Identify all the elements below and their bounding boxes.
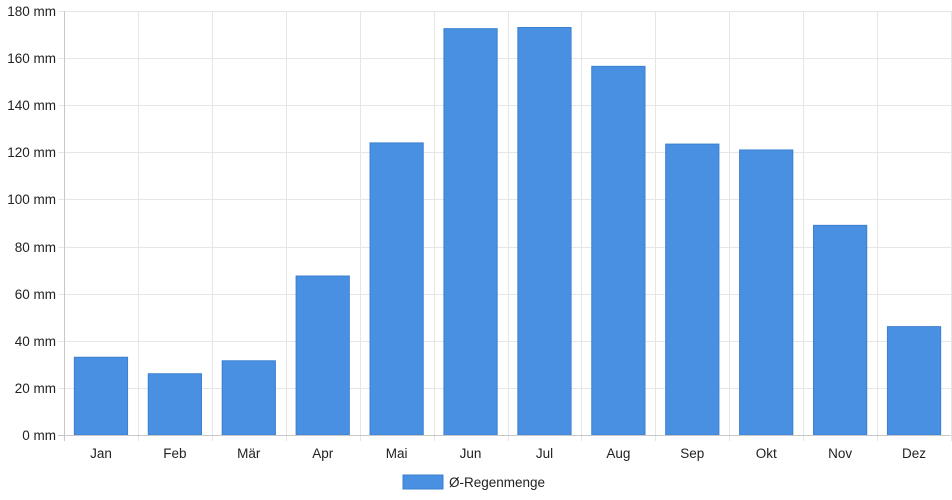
y-tick-label: 160 mm — [7, 51, 56, 66]
y-tick-label: 60 mm — [15, 287, 56, 302]
y-axis-tick-labels: 0 mm 20 mm 40 mm 60 mm 80 mm 100 mm 120 mm 140 … — [7, 4, 56, 443]
legend[interactable]: Ø-Regenmenge — [402, 474, 545, 490]
bar-okt[interactable] — [739, 149, 794, 436]
x-tick-label: Mai — [386, 446, 408, 461]
x-tick-label: Jan — [90, 446, 112, 461]
x-tick-label: Mär — [237, 446, 261, 461]
bar-feb[interactable] — [147, 373, 202, 436]
bar-mai[interactable] — [369, 142, 424, 436]
legend-swatch[interactable] — [402, 474, 444, 490]
x-axis-tick-labels: Jan Feb Mär Apr Mai Jun Jul Aug Sep Okt Nov Dez — [90, 446, 926, 461]
x-tick-label: Aug — [606, 446, 630, 461]
bar-jan[interactable] — [73, 356, 129, 436]
x-tick-label: Jun — [460, 446, 482, 461]
x-tick-label: Sep — [680, 446, 704, 461]
bar-aug[interactable] — [591, 65, 646, 436]
y-tick-label: 180 mm — [7, 4, 56, 19]
y-tick-label: 40 mm — [15, 334, 56, 349]
y-tick-label: 100 mm — [7, 192, 56, 207]
bar-sep[interactable] — [665, 143, 720, 436]
y-tick-label: 120 mm — [7, 145, 56, 160]
bar-mär[interactable] — [221, 360, 276, 436]
x-tick-label: Dez — [902, 446, 926, 461]
x-tick-label: Jul — [536, 446, 553, 461]
x-tick-label: Nov — [828, 446, 852, 461]
bar-series — [73, 26, 942, 436]
x-tick-label: Feb — [163, 446, 186, 461]
x-tick-label: Okt — [756, 446, 777, 461]
x-tick-label: Apr — [312, 446, 334, 461]
bar-apr[interactable] — [295, 275, 350, 436]
axes — [58, 11, 951, 436]
bar-nov[interactable] — [813, 224, 868, 436]
bar-jul[interactable] — [517, 26, 572, 436]
bar-jun[interactable] — [443, 28, 498, 436]
y-tick-label: 20 mm — [15, 381, 56, 396]
y-tick-label: 80 mm — [15, 240, 56, 255]
legend-label[interactable]: Ø-Regenmenge — [449, 475, 545, 490]
bar-dez[interactable] — [886, 326, 942, 436]
y-tick-label: 140 mm — [7, 98, 56, 113]
y-tick-label: 0 mm — [22, 428, 56, 443]
